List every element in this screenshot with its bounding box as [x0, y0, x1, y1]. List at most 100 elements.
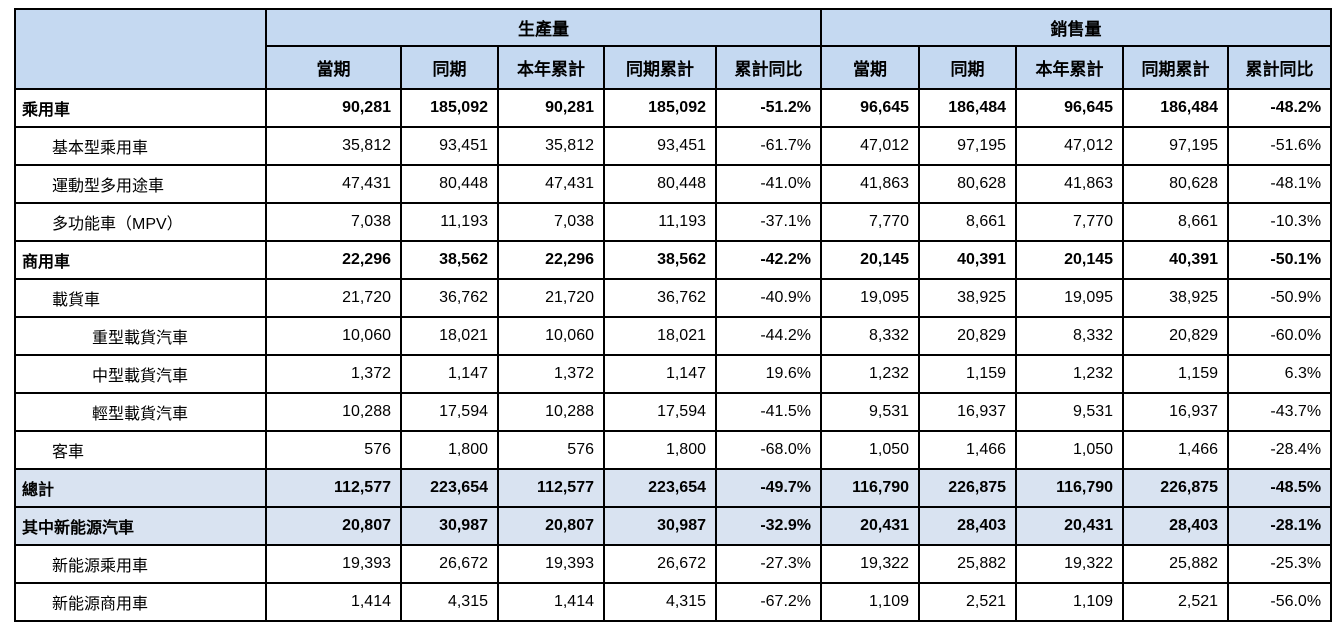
- sales-ytd-value: 20,145: [1015, 240, 1125, 280]
- table-row: 基本型乘用車 35,812 93,451 35,812 93,451 -61.7…: [14, 126, 1333, 166]
- production-current-value: 35,812: [265, 126, 402, 166]
- sales-prior-value: 38,925: [918, 278, 1018, 318]
- sales-col-header-ytd: 本年累計: [1015, 45, 1125, 90]
- production-current-value: 1,414: [265, 582, 402, 622]
- production-prior-value: 93,451: [400, 126, 499, 166]
- production-ytd-value: 20,807: [497, 506, 605, 546]
- sales-prior-value: 16,937: [918, 392, 1018, 432]
- sub-header-row: 當期 同期 本年累計 同期累計 累計同比 當期 同期 本年累計 同期累計 累計同…: [15, 45, 1333, 90]
- row-label: 新能源乘用車: [14, 544, 267, 584]
- production-prior-ytd-value: 80,448: [603, 164, 717, 204]
- production-prior-value: 4,315: [400, 582, 499, 622]
- sales-current-value: 1,109: [820, 582, 921, 622]
- production-yoy-value: -61.7%: [714, 126, 823, 166]
- production-prior-ytd-value: 1,800: [603, 430, 717, 470]
- sales-yoy-value: -28.1%: [1227, 506, 1333, 546]
- sales-ytd-value: 96,645: [1015, 88, 1125, 128]
- sales-prior-ytd-value: 20,829: [1122, 316, 1230, 356]
- production-ytd-value: 47,431: [497, 164, 605, 204]
- production-current-value: 19,393: [265, 544, 402, 584]
- table-row: 重型載貨汽車 10,060 18,021 10,060 18,021 -44.2…: [14, 316, 1333, 356]
- sales-prior-ytd-value: 16,937: [1122, 392, 1230, 432]
- sales-prior-value: 2,521: [918, 582, 1018, 622]
- sales-yoy-value: -25.3%: [1227, 544, 1333, 584]
- table-row: 運動型多用途車 47,431 80,448 47,431 80,448 -41.…: [14, 164, 1333, 204]
- production-ytd-value: 1,414: [497, 582, 605, 622]
- sales-col-header-prior-ytd: 同期累計: [1122, 45, 1230, 90]
- production-prior-value: 80,448: [400, 164, 499, 204]
- table-row: 新能源商用車 1,414 4,315 1,414 4,315 -67.2% 1,…: [14, 582, 1333, 622]
- sales-prior-value: 186,484: [918, 88, 1018, 128]
- sales-yoy-value: -56.0%: [1227, 582, 1333, 622]
- production-ytd-value: 1,372: [497, 354, 605, 394]
- production-col-header-current: 當期: [265, 45, 402, 90]
- sales-yoy-value: -50.1%: [1227, 240, 1333, 280]
- sales-ytd-value: 41,863: [1015, 164, 1125, 204]
- sales-col-header-current: 當期: [820, 45, 921, 90]
- row-label: 新能源商用車: [14, 582, 267, 622]
- sales-current-value: 20,431: [820, 506, 921, 546]
- production-prior-ytd-value: 17,594: [603, 392, 717, 432]
- production-ytd-value: 10,288: [497, 392, 605, 432]
- sales-current-value: 19,322: [820, 544, 921, 584]
- production-prior-value: 30,987: [400, 506, 499, 546]
- sales-prior-ytd-value: 38,925: [1122, 278, 1230, 318]
- sales-yoy-value: -51.6%: [1227, 126, 1333, 166]
- sales-ytd-value: 19,095: [1015, 278, 1125, 318]
- production-ytd-value: 112,577: [497, 468, 605, 508]
- production-yoy-value: -49.7%: [714, 468, 823, 508]
- production-ytd-value: 10,060: [497, 316, 605, 356]
- row-label: 商用車: [14, 240, 267, 280]
- production-ytd-value: 35,812: [497, 126, 605, 166]
- table-row: 其中新能源汽車 20,807 30,987 20,807 30,987 -32.…: [14, 506, 1333, 546]
- production-current-value: 7,038: [265, 202, 402, 242]
- sales-yoy-value: -60.0%: [1227, 316, 1333, 356]
- table-row: 總計 112,577 223,654 112,577 223,654 -49.7…: [14, 468, 1333, 508]
- vehicle-production-sales-table: 生產量 銷售量 當期 同期 本年累計 同期累計 累計同比 當期 同期 本年累計 …: [14, 8, 1333, 622]
- production-ytd-value: 576: [497, 430, 605, 470]
- production-prior-ytd-value: 38,562: [603, 240, 717, 280]
- sales-prior-value: 40,391: [918, 240, 1018, 280]
- row-label: 基本型乘用車: [14, 126, 267, 166]
- production-prior-ytd-value: 26,672: [603, 544, 717, 584]
- production-yoy-value: -42.2%: [714, 240, 823, 280]
- sales-prior-value: 1,159: [918, 354, 1018, 394]
- sales-prior-ytd-value: 1,466: [1122, 430, 1230, 470]
- production-current-value: 47,431: [265, 164, 402, 204]
- sales-prior-ytd-value: 8,661: [1122, 202, 1230, 242]
- production-yoy-value: -32.9%: [714, 506, 823, 546]
- sales-prior-value: 8,661: [918, 202, 1018, 242]
- table-row: 載貨車 21,720 36,762 21,720 36,762 -40.9% 1…: [14, 278, 1333, 318]
- sales-prior-ytd-value: 2,521: [1122, 582, 1230, 622]
- production-prior-ytd-value: 36,762: [603, 278, 717, 318]
- sales-ytd-value: 116,790: [1015, 468, 1125, 508]
- sales-current-value: 7,770: [820, 202, 921, 242]
- production-prior-value: 1,800: [400, 430, 499, 470]
- row-label: 運動型多用途車: [14, 164, 267, 204]
- sales-prior-value: 226,875: [918, 468, 1018, 508]
- production-current-value: 10,288: [265, 392, 402, 432]
- sales-prior-value: 28,403: [918, 506, 1018, 546]
- sales-prior-value: 1,466: [918, 430, 1018, 470]
- sales-current-value: 20,145: [820, 240, 921, 280]
- sales-prior-ytd-value: 28,403: [1122, 506, 1230, 546]
- row-label: 總計: [14, 468, 267, 508]
- production-prior-value: 18,021: [400, 316, 499, 356]
- sales-current-value: 116,790: [820, 468, 921, 508]
- row-label: 客車: [14, 430, 267, 470]
- sales-prior-ytd-value: 226,875: [1122, 468, 1230, 508]
- production-current-value: 1,372: [265, 354, 402, 394]
- production-yoy-value: -68.0%: [714, 430, 823, 470]
- sales-prior-value: 80,628: [918, 164, 1018, 204]
- sales-ytd-value: 8,332: [1015, 316, 1125, 356]
- production-col-header-ytd: 本年累計: [497, 45, 605, 90]
- sales-col-header-yoy: 累計同比: [1227, 45, 1333, 90]
- sales-ytd-value: 19,322: [1015, 544, 1125, 584]
- sales-prior-ytd-value: 80,628: [1122, 164, 1230, 204]
- production-prior-ytd-value: 185,092: [603, 88, 717, 128]
- production-prior-ytd-value: 4,315: [603, 582, 717, 622]
- sales-prior-ytd-value: 40,391: [1122, 240, 1230, 280]
- production-yoy-value: -27.3%: [714, 544, 823, 584]
- sales-group-header: 銷售量: [820, 8, 1333, 47]
- row-label: 載貨車: [14, 278, 267, 318]
